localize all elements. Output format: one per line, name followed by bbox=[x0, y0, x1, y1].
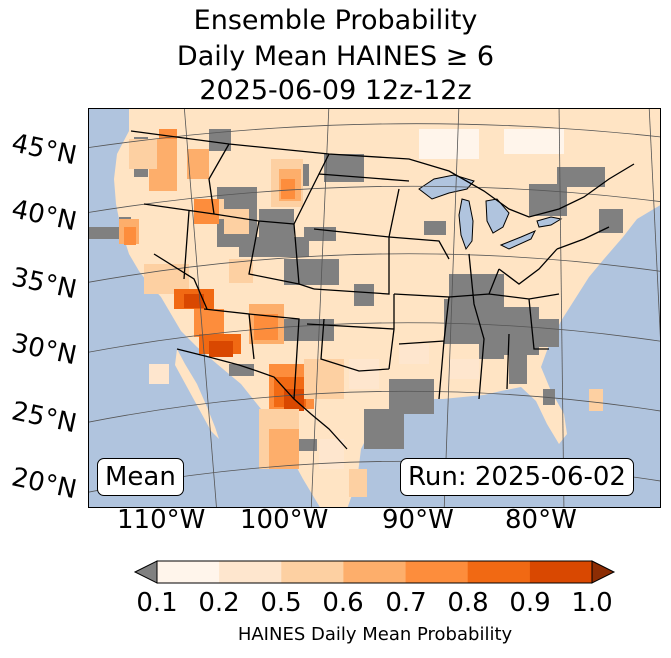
lake-michigan bbox=[458, 198, 474, 251]
probability-cell bbox=[184, 294, 204, 308]
graticule-line bbox=[443, 109, 460, 507]
probability-cell bbox=[504, 129, 564, 154]
lon-label-100w: 100°W bbox=[240, 505, 329, 535]
probability-cell bbox=[589, 389, 603, 411]
title-line-3: 2025-06-09 12z-12z bbox=[199, 75, 472, 106]
colorbar-tick-4: 0.7 bbox=[385, 588, 427, 618]
colorbar-segment-0 bbox=[157, 561, 220, 583]
low-probability-cell bbox=[239, 237, 309, 257]
low-probability-cell bbox=[209, 129, 231, 151]
baja-peninsula bbox=[175, 349, 219, 439]
colorbar-segment-4 bbox=[405, 561, 469, 583]
probability-cell bbox=[281, 179, 295, 199]
lake-superior bbox=[418, 174, 475, 200]
probability-cell bbox=[349, 359, 379, 389]
probability-cell bbox=[269, 429, 299, 469]
colorbar-under-arrow bbox=[133, 560, 158, 584]
graticule-lines bbox=[89, 109, 660, 507]
graticule-line bbox=[89, 123, 660, 148]
lon-label-90w: 90°W bbox=[382, 505, 454, 535]
state-lines-west bbox=[143, 143, 315, 400]
us-mexico-border bbox=[176, 348, 348, 450]
low-probability-cell bbox=[529, 184, 567, 216]
low-probability-cell bbox=[284, 259, 339, 285]
state-borders bbox=[130, 130, 635, 450]
probability-cell bbox=[129, 139, 157, 169]
colorbar-tick-1: 0.2 bbox=[198, 588, 240, 618]
graticule-line bbox=[89, 390, 660, 423]
colorbar bbox=[133, 560, 616, 584]
colorbar-segment-1 bbox=[219, 561, 282, 583]
colorbar-segment-6 bbox=[529, 561, 593, 583]
low-probability-cell bbox=[534, 319, 559, 347]
low-probability-cell bbox=[444, 299, 479, 344]
colorbar-tick-7: 1.0 bbox=[571, 588, 613, 618]
colorbar-segment-2 bbox=[281, 561, 344, 583]
graticule-line bbox=[558, 109, 565, 507]
probability-cell bbox=[349, 469, 367, 497]
low-probability-cell bbox=[279, 319, 334, 341]
probability-cell bbox=[194, 309, 224, 337]
low-probability-cell bbox=[557, 167, 605, 187]
colorbar-segment-5 bbox=[467, 561, 531, 583]
map-panel bbox=[88, 108, 661, 508]
colorbar-tick-6: 0.9 bbox=[509, 588, 551, 618]
low-probability-cell bbox=[324, 154, 364, 182]
title-line-1: Ensemble Probability bbox=[193, 5, 478, 36]
lat-label-45: 45°N bbox=[8, 128, 80, 172]
run-date-box: Run: 2025-06-02 bbox=[400, 458, 634, 496]
colorbar-over-arrow bbox=[591, 560, 616, 584]
us-canada-border bbox=[130, 130, 635, 218]
graticule-line bbox=[648, 109, 660, 338]
probability-cell bbox=[419, 129, 479, 159]
colorbar-segment-3 bbox=[343, 561, 406, 583]
title-line-2: Daily Mean HAINES ≥ 6 bbox=[176, 41, 495, 72]
graticule-line bbox=[89, 322, 660, 353]
lake-erie bbox=[499, 230, 537, 250]
lat-label-20: 20°N bbox=[8, 462, 80, 506]
lat-label-25: 25°N bbox=[8, 396, 80, 440]
probability-cell bbox=[209, 341, 233, 357]
graticule-line bbox=[89, 185, 660, 213]
probability-cell bbox=[149, 364, 169, 384]
colorbar-label: HAINES Daily Mean Probability bbox=[237, 624, 513, 645]
low-probability-cell bbox=[229, 364, 254, 376]
great-lakes bbox=[418, 174, 563, 251]
state-lines-east bbox=[388, 226, 610, 400]
colorbar-tick-3: 0.6 bbox=[322, 588, 364, 618]
mean-label-box: Mean bbox=[97, 458, 184, 496]
graticule-line bbox=[310, 109, 330, 507]
low-probability-cell bbox=[543, 389, 555, 405]
low-probability-cell bbox=[389, 379, 434, 414]
lat-label-40: 40°N bbox=[8, 194, 80, 238]
lake-huron bbox=[485, 198, 510, 234]
lon-label-110w: 110°W bbox=[117, 505, 206, 535]
low-probability-cell bbox=[364, 409, 404, 449]
colorbar-outline bbox=[156, 560, 593, 584]
probability-cell bbox=[224, 209, 249, 234]
colorbar-tick-2: 0.5 bbox=[260, 588, 302, 618]
probability-cell bbox=[254, 314, 278, 340]
lat-label-35: 35°N bbox=[8, 262, 80, 306]
probability-map bbox=[89, 109, 660, 507]
low-probability-cell bbox=[424, 221, 446, 235]
low-probability-cell bbox=[599, 209, 623, 233]
probability-cell bbox=[319, 439, 344, 469]
low-probability-cell bbox=[509, 354, 527, 384]
graticule-line bbox=[184, 109, 217, 507]
lat-label-30: 30°N bbox=[8, 328, 80, 372]
probability-cell bbox=[124, 227, 136, 245]
probability-cell bbox=[449, 359, 479, 379]
probability-cell bbox=[399, 344, 429, 364]
colorbar-tick-5: 0.8 bbox=[447, 588, 489, 618]
lake-ontario bbox=[536, 216, 563, 228]
low-probability-cell bbox=[354, 284, 374, 306]
state-lines-central bbox=[293, 153, 410, 372]
graticule-line bbox=[89, 253, 660, 283]
low-probability-cell bbox=[89, 227, 119, 239]
probability-cell bbox=[187, 149, 209, 179]
lon-label-80w: 80°W bbox=[505, 505, 577, 535]
colorbar-tick-0: 0.1 bbox=[136, 588, 178, 618]
